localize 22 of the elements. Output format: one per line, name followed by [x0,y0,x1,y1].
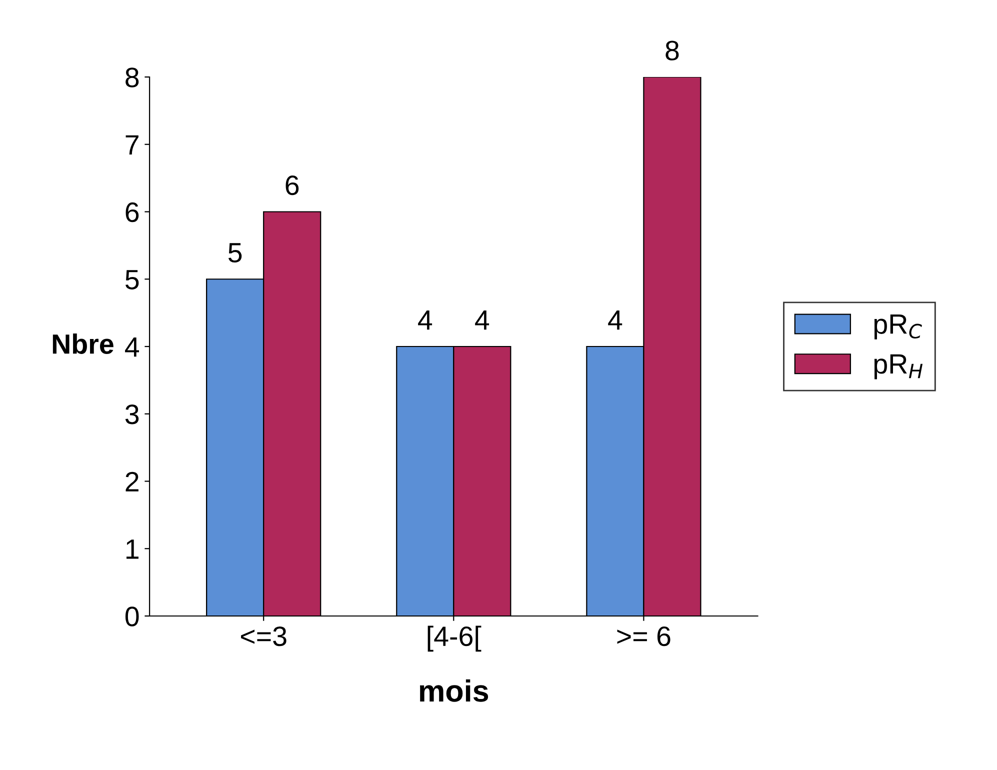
y-tick-label: 1 [126,540,138,559]
y-tick-label: 7 [126,135,138,154]
y-tick-label: 0 [125,606,139,626]
x-axis-title: mois [420,679,488,702]
legend-label: pR$_{H}$ [874,354,923,380]
data-label: 4 [475,310,490,330]
y-tick-label: 8 [126,68,139,88]
x-tick-label: <=3 [241,626,286,646]
y-tick-label: 5 [125,270,139,290]
y-tick-label: 6 [126,202,139,222]
x-tick-label: >= 6 [617,626,670,646]
data-label: 5 [228,243,242,263]
data-label: 8 [666,40,679,60]
data-label: 4 [418,310,432,330]
y-tick-label: 3 [125,404,139,424]
data-label: 4 [608,310,622,330]
y-axis-title: Nbre [52,334,114,354]
legend-label: pR$_{C}$ [874,314,922,340]
x-tick-label: [4-6[ [428,626,482,652]
data-label: 6 [286,175,299,196]
y-tick-label: 4 [125,337,140,357]
y-tick-label: 2 [126,472,138,492]
